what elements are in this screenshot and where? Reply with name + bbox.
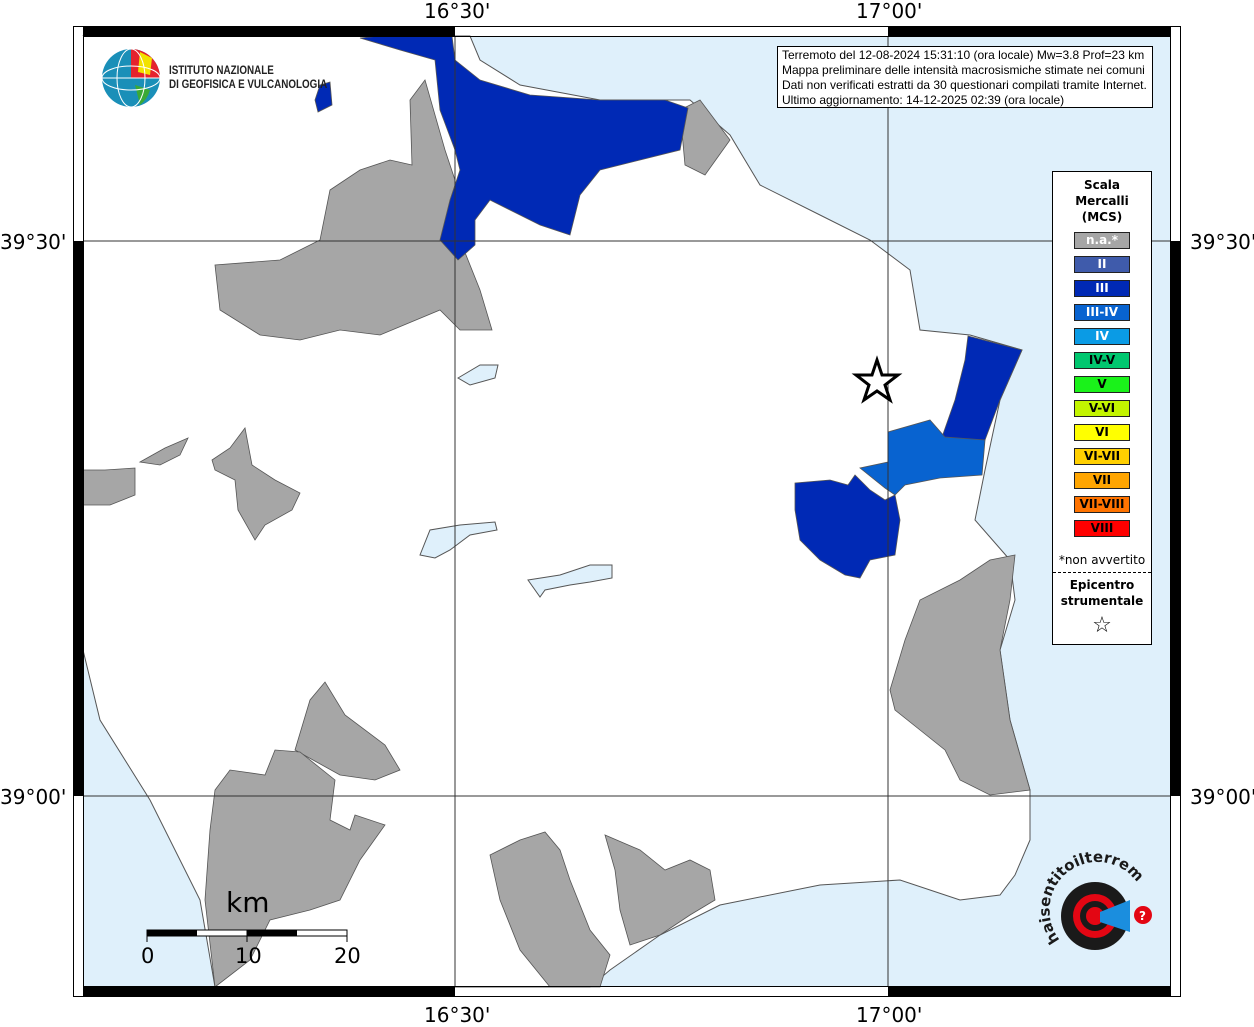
lake xyxy=(527,564,613,598)
svg-text:?: ? xyxy=(1139,909,1146,923)
info-line: Dati non verificati estratti da 30 quest… xyxy=(782,78,1147,92)
ingv-logo-icon xyxy=(101,48,161,108)
graticule xyxy=(83,36,1171,987)
legend-title-line: (MCS) xyxy=(1081,210,1123,224)
scale-unit: km xyxy=(226,886,270,919)
lake xyxy=(457,364,499,386)
legend-swatch-viii: VIII xyxy=(1074,520,1130,537)
municipality-intensity-III-IV xyxy=(859,419,986,496)
legend-swatch-vii: VII xyxy=(1074,472,1130,489)
legend-note: *non avvertito xyxy=(1058,553,1146,567)
lon-label-top: 17°00' xyxy=(856,0,923,23)
legend-star-icon: ☆ xyxy=(1092,613,1112,638)
legend-swatch-iii: III xyxy=(1074,280,1130,297)
legend-swatch-vii-viii: VII-VIII xyxy=(1074,496,1130,513)
legend-swatch-iii-iv: III-IV xyxy=(1074,304,1130,321)
legend-swatch-iv: IV xyxy=(1074,328,1130,345)
info-line: Ultimo aggiornamento: 14-12-2025 02:39 (… xyxy=(782,93,1065,107)
info-line: Terremoto del 12-08-2024 15:31:10 (ora l… xyxy=(782,48,1145,62)
legend-swatch-v-vi: V-VI xyxy=(1074,400,1130,417)
legend-swatch-vi-vii: VI-VII xyxy=(1074,448,1130,465)
legend-swatch-n-a: n.a.* xyxy=(1074,232,1130,249)
legend-items: n.a.* II III III-IV IV IV-V V V-VI VI VI-VII VII VI… xyxy=(1053,232,1151,537)
legend-title-line: Mercalli xyxy=(1075,194,1129,208)
lat-label-left: 39°00' xyxy=(0,785,67,809)
scale-label: 10 xyxy=(235,944,262,968)
legend: Scala Mercalli (MCS) n.a.* II III III-IV IV I… xyxy=(1052,171,1152,645)
legend-swatch-iv-v: IV-V xyxy=(1074,352,1130,369)
logo-line: ISTITUTO NAZIONALE xyxy=(169,63,274,77)
lat-label-right: 39°30' xyxy=(1190,230,1254,254)
lake xyxy=(419,521,498,559)
epicenter-label-line: Epicentro xyxy=(1069,578,1135,592)
legend-epicenter-label: Epicentro strumentale xyxy=(1053,577,1151,609)
epicenter-label-line: strumentale xyxy=(1060,594,1144,608)
event-info-box: Terremoto del 12-08-2024 15:31:10 (ora l… xyxy=(777,46,1153,108)
municipalities-intensity-III xyxy=(314,35,1023,579)
map-frame xyxy=(73,26,1181,997)
scale-label: 0 xyxy=(141,944,155,968)
lon-label-top: 16°30' xyxy=(424,0,491,23)
legend-divider xyxy=(1053,572,1151,573)
logo-line: DI GEOFISICA E VULCANOLOGIA xyxy=(169,77,328,91)
scale-bar xyxy=(146,929,348,942)
legend-swatch-ii: II xyxy=(1074,256,1130,273)
scale-label: 20 xyxy=(334,944,361,968)
epicenter-star-icon xyxy=(851,355,903,404)
lon-label-bottom: 17°00' xyxy=(856,1003,923,1027)
municipalities-na xyxy=(82,79,1031,988)
lat-label-left: 39°30' xyxy=(0,230,67,254)
legend-swatch-v: V xyxy=(1074,376,1130,393)
legend-title-line: Scala xyxy=(1083,178,1121,192)
info-line: Mappa preliminare delle intensità macros… xyxy=(782,63,1145,77)
legend-swatch-vi: VI xyxy=(1074,424,1130,441)
legend-title: Scala Mercalli (MCS) xyxy=(1053,177,1151,225)
lat-label-right: 39°00' xyxy=(1190,785,1254,809)
lon-label-bottom: 16°30' xyxy=(424,1003,491,1027)
ingv-logo-text: ISTITUTO NAZIONALE DI GEOFISICA E VULCAN… xyxy=(169,63,327,91)
